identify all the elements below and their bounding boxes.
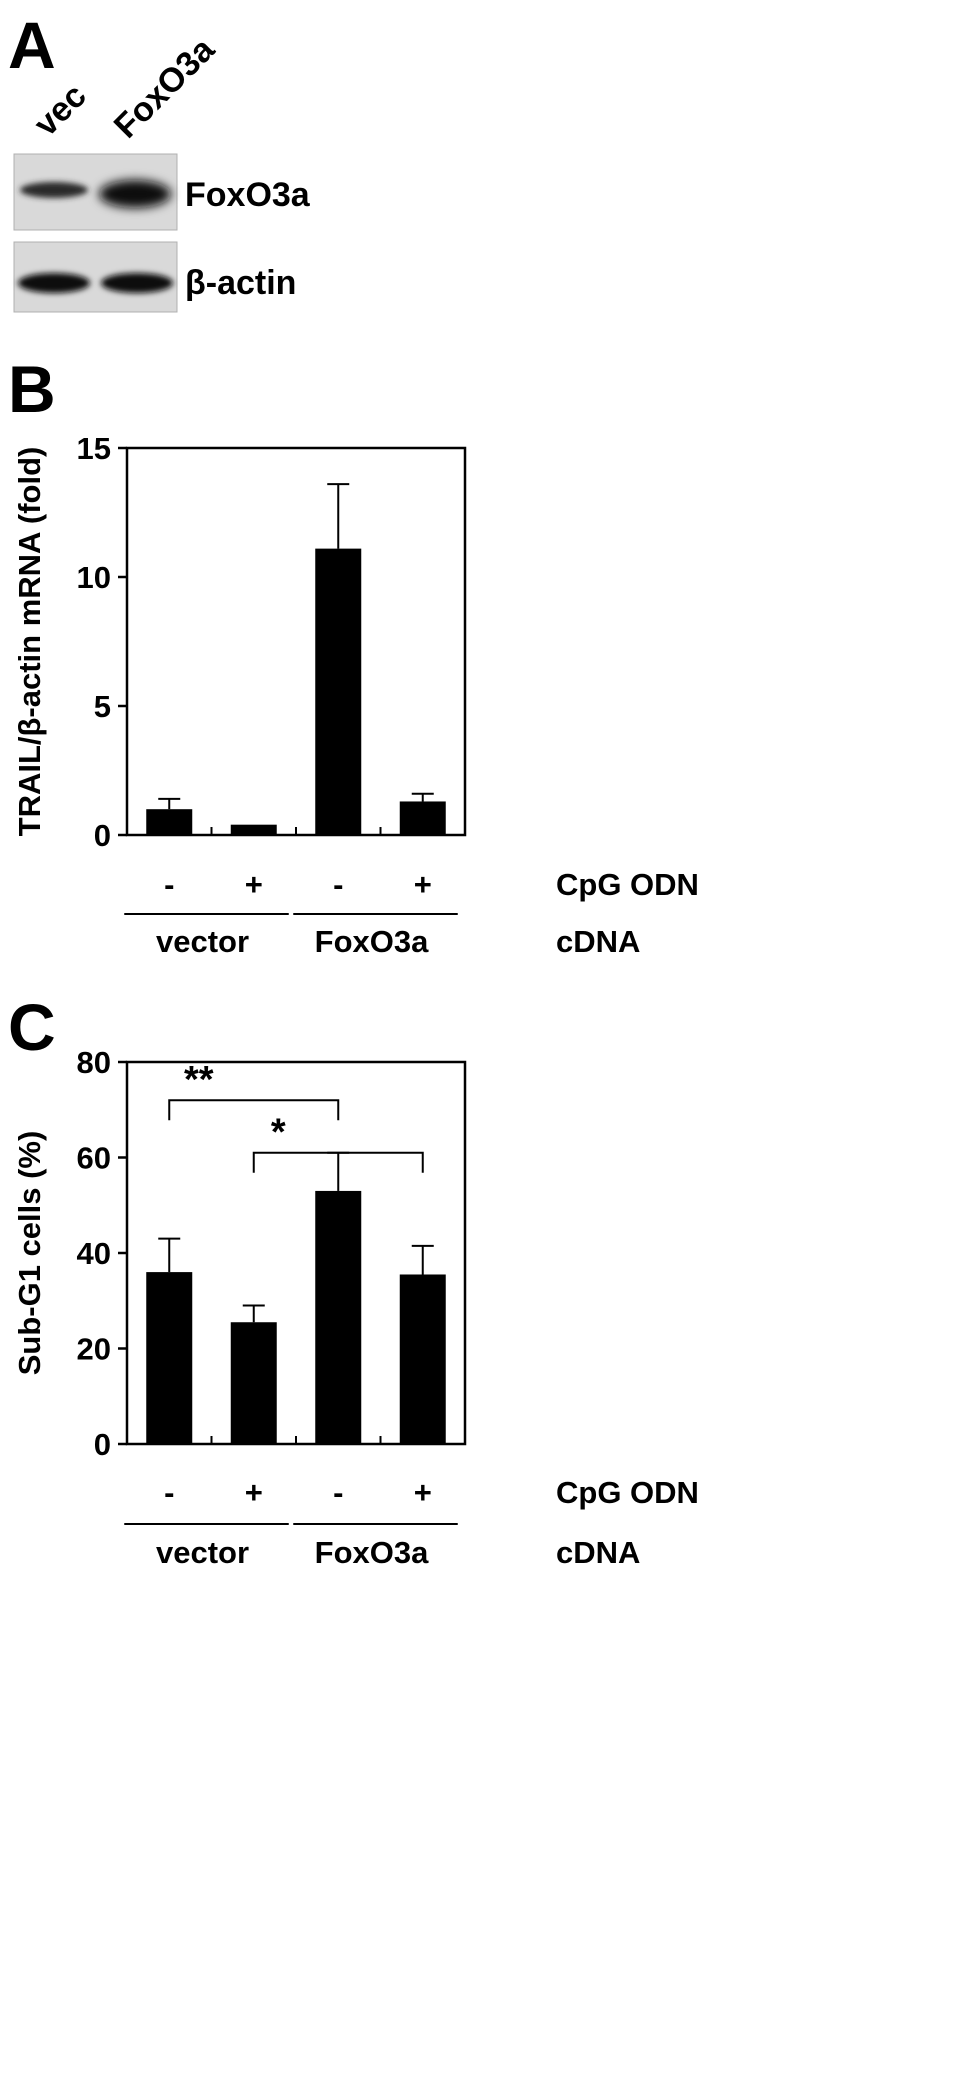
condition-label: - xyxy=(164,867,174,902)
bar xyxy=(399,1274,446,1444)
blot-band-foxo3a-foxo3a xyxy=(99,180,171,208)
condition-label: - xyxy=(333,867,343,902)
significance-label: * xyxy=(271,1112,286,1154)
plot-frame xyxy=(125,446,467,837)
group-label: vector xyxy=(156,924,249,959)
group-label: FoxO3a xyxy=(315,924,429,959)
group-label: FoxO3a xyxy=(315,1535,429,1570)
y-tick-label: 5 xyxy=(94,689,111,724)
bar xyxy=(315,548,362,835)
condition-label: + xyxy=(245,1475,263,1510)
y-tick-label: 80 xyxy=(77,1045,111,1080)
y-tick-label: 0 xyxy=(94,818,111,853)
condition-label: - xyxy=(333,1475,343,1510)
transfection-row-label: cDNA xyxy=(556,924,640,959)
y-tick-label: 60 xyxy=(77,1141,111,1176)
y-tick-label: 40 xyxy=(77,1236,111,1271)
lane-label-vec: vec xyxy=(27,77,94,144)
chart-b: 0 5 10 15 TRAIL/β-actin mRNA (fold) - + - + CpG O… xyxy=(12,431,699,959)
condition-label: + xyxy=(245,867,263,902)
chart-c: 0 20 40 60 80 Sub-G1 cells (%) - + - + CpG ODN vect… xyxy=(12,1045,699,1570)
treatment-row-label: CpG ODN xyxy=(556,1475,699,1510)
bar xyxy=(399,801,446,835)
blot-band-vec-actin xyxy=(18,273,90,293)
significance-bracket xyxy=(168,1099,340,1121)
significance-label: ** xyxy=(184,1059,214,1101)
bar xyxy=(146,809,193,835)
band-label-actin: β-actin xyxy=(185,264,296,302)
significance-bracket xyxy=(252,1151,424,1173)
bar xyxy=(230,824,277,835)
panel-c-label: C xyxy=(8,990,56,1064)
condition-label: + xyxy=(414,1475,432,1510)
lane-label-foxo3a: FoxO3a xyxy=(107,30,223,146)
panel-a-label: A xyxy=(8,8,56,82)
y-tick-label: 10 xyxy=(77,560,111,595)
blot-strip-actin xyxy=(13,241,178,313)
blot-band-vec-foxo3a xyxy=(20,182,88,198)
y-axis-label: Sub-G1 cells (%) xyxy=(12,1131,47,1376)
group-label: vector xyxy=(156,1535,249,1570)
treatment-row-label: CpG ODN xyxy=(556,867,699,902)
bar xyxy=(230,1322,277,1444)
blot-strip-foxo3a xyxy=(13,153,178,231)
y-tick-label: 0 xyxy=(94,1427,111,1462)
panel-b-label: B xyxy=(8,352,56,426)
bar xyxy=(146,1272,193,1444)
y-axis-label: TRAIL/β-actin mRNA (fold) xyxy=(12,447,47,837)
blot-band-foxo3a-actin xyxy=(101,273,173,293)
transfection-row-label: cDNA xyxy=(556,1535,640,1570)
condition-label: + xyxy=(414,867,432,902)
y-tick-label: 20 xyxy=(77,1332,111,1367)
condition-label: - xyxy=(164,1475,174,1510)
y-tick-label: 15 xyxy=(77,431,111,466)
band-label-foxo3a: FoxO3a xyxy=(185,176,311,214)
bar xyxy=(315,1190,362,1444)
